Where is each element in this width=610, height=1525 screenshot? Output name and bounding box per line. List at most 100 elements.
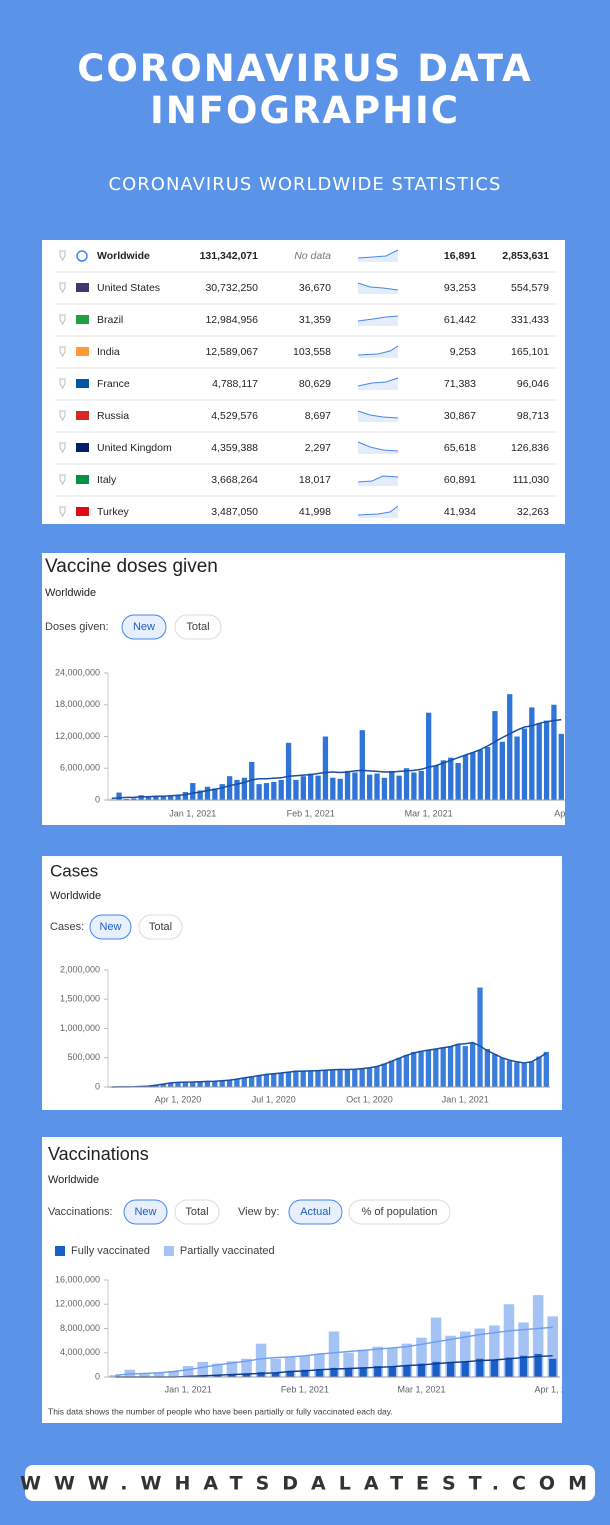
filter-option[interactable] (121, 614, 167, 640)
flag (76, 443, 89, 452)
bar (160, 1083, 166, 1087)
spark-area (358, 378, 398, 390)
bar (226, 1361, 238, 1377)
bar (248, 1076, 255, 1087)
bar (469, 1042, 476, 1087)
bar (212, 788, 218, 800)
filter-option[interactable] (288, 1199, 343, 1225)
spark-area (358, 250, 398, 262)
bar (219, 784, 225, 800)
bar (167, 1082, 174, 1087)
bar (411, 1051, 417, 1087)
bar (433, 765, 439, 800)
new-cases: 80,629 (299, 378, 331, 390)
new-cases: No data (294, 250, 331, 262)
spark-line (357, 249, 399, 259)
pin-icon (59, 282, 66, 293)
bar (357, 1349, 369, 1377)
bar (263, 1074, 270, 1087)
cases-per-million: 16,891 (444, 250, 476, 262)
filter-option-label[interactable]: % of population (362, 1206, 438, 1218)
bar (116, 792, 122, 800)
bar (514, 1062, 520, 1087)
y-tick-label: 18,000,000 (55, 699, 100, 709)
bar (374, 773, 380, 800)
bar (484, 747, 491, 800)
bar (257, 1372, 265, 1377)
bar (271, 1073, 277, 1087)
filter-option[interactable] (348, 1199, 451, 1225)
bar (477, 987, 483, 1087)
bar (534, 1353, 542, 1377)
x-tick-label: Apr 1, 20 (534, 1384, 571, 1394)
bar (226, 1079, 233, 1087)
bar (300, 776, 306, 800)
bar (145, 797, 152, 800)
new-cases: 8,697 (305, 410, 331, 422)
bar (447, 1362, 455, 1377)
bar (359, 1068, 365, 1087)
bar (381, 1063, 387, 1087)
filter-option[interactable] (89, 914, 132, 940)
bar (528, 1061, 535, 1087)
filter-option-label[interactable]: New (134, 1206, 156, 1218)
bar (307, 1071, 314, 1087)
spark-area (358, 283, 398, 294)
spark-area (358, 476, 398, 486)
bar (403, 1365, 411, 1377)
filter-label: View by: (238, 1206, 279, 1218)
filter-option-label[interactable]: New (99, 921, 121, 933)
bar (359, 730, 365, 800)
filter-option-label[interactable]: Total (186, 621, 209, 633)
bar (430, 1317, 442, 1377)
filter-option-label[interactable]: New (133, 621, 155, 633)
filter-option[interactable] (138, 914, 183, 940)
footer-panel (25, 1465, 595, 1501)
filter-option-label[interactable]: Total (185, 1206, 208, 1218)
chart-note: This data shows the number of people who… (48, 1406, 393, 1416)
spark-line (357, 315, 399, 322)
bar (459, 1331, 471, 1377)
bar (359, 1367, 367, 1377)
cases-per-million: 9,253 (450, 346, 476, 358)
deaths: 165,101 (511, 346, 549, 358)
y-tick-label: 0 (95, 1081, 100, 1091)
bar (293, 1070, 299, 1087)
deaths: 111,030 (513, 474, 550, 486)
bar (337, 1068, 343, 1087)
pin-icon (59, 506, 66, 517)
bar (315, 1369, 324, 1377)
bar (234, 1078, 240, 1087)
cases-per-million: 60,891 (444, 474, 476, 486)
y-tick-label: 16,000,000 (55, 1274, 100, 1284)
country: Russia (97, 410, 129, 422)
total-cases: 12,984,956 (205, 314, 258, 326)
filter-option[interactable] (174, 1199, 220, 1225)
chart-subtitle: Worldwide (45, 587, 96, 599)
y-tick-label: 0 (95, 794, 100, 804)
pin-icon (59, 474, 66, 485)
y-tick-label: 12,000,000 (55, 1299, 100, 1309)
filter-option-label[interactable]: Actual (300, 1206, 331, 1218)
cases-per-million: 65,618 (444, 442, 476, 454)
bar (411, 772, 417, 800)
spark-area (358, 316, 398, 326)
bar (403, 768, 410, 800)
bar (241, 1358, 252, 1377)
filter-option[interactable] (174, 614, 222, 640)
deaths: 98,713 (517, 410, 549, 422)
bar (213, 1375, 221, 1377)
bar (455, 1044, 461, 1087)
bar (445, 1335, 456, 1377)
cases-per-million: 61,442 (444, 314, 476, 326)
filter-option-label[interactable]: Total (149, 921, 172, 933)
bar (263, 783, 270, 800)
bar (499, 741, 506, 800)
bar (490, 1360, 499, 1377)
bar (374, 1366, 382, 1377)
bar (139, 1373, 150, 1377)
globe-icon (76, 250, 88, 262)
bar (175, 795, 181, 800)
filter-option[interactable] (123, 1199, 168, 1225)
